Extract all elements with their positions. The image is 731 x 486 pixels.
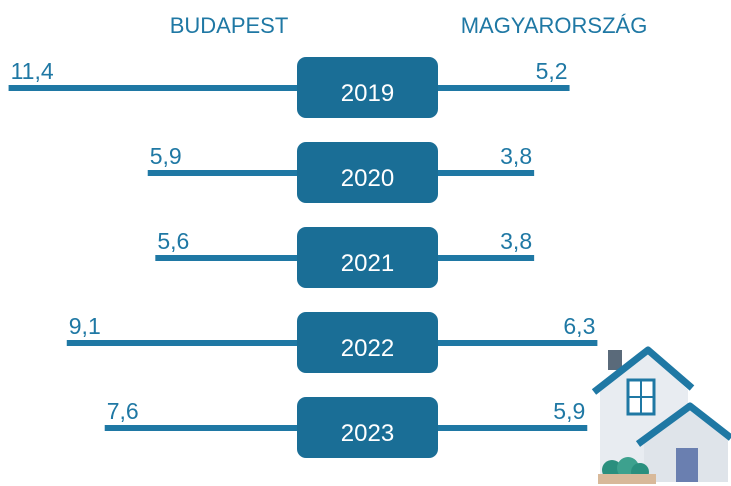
value-label: 5,6 — [157, 228, 189, 254]
bar — [438, 255, 534, 261]
bar — [438, 425, 587, 431]
bar — [148, 170, 297, 176]
value-label: 7,6 — [107, 398, 139, 424]
bar — [155, 255, 297, 261]
bar — [438, 85, 570, 91]
right-header: MAGYARORSZÁG — [461, 13, 648, 38]
year-label: 2021 — [341, 250, 394, 277]
year-label: 2023 — [341, 420, 394, 447]
value-label: 3,8 — [500, 143, 532, 169]
bar — [105, 425, 297, 431]
value-label: 3,8 — [500, 228, 532, 254]
value-label: 5,9 — [553, 398, 585, 424]
bar — [67, 340, 297, 346]
left-header: BUDAPEST — [170, 13, 289, 38]
bar — [438, 170, 534, 176]
value-label: 5,2 — [536, 58, 568, 84]
bar — [438, 340, 597, 346]
chart: BUDAPEST MAGYARORSZÁG 11,4 5,2 2019 5,9 3,8 2… — [0, 0, 731, 486]
value-label: 5,9 — [150, 143, 182, 169]
value-label: 9,1 — [69, 313, 101, 339]
house-icon — [594, 350, 731, 484]
value-label: 6,3 — [563, 313, 595, 339]
year-label: 2020 — [341, 165, 394, 192]
value-label: 11,4 — [11, 58, 54, 84]
year-label: 2019 — [341, 80, 394, 107]
bar — [9, 85, 297, 91]
year-label: 2022 — [341, 335, 394, 362]
